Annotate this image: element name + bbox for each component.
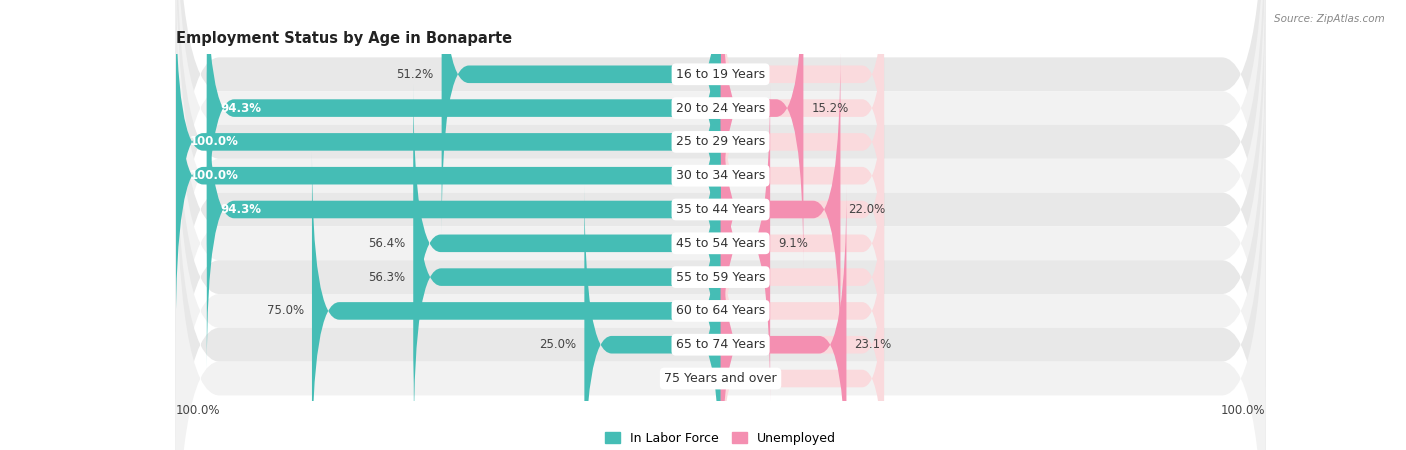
Text: 25 to 29 Years: 25 to 29 Years <box>676 135 765 148</box>
Text: 23.1%: 23.1% <box>855 338 891 351</box>
Text: Employment Status by Age in Bonaparte: Employment Status by Age in Bonaparte <box>176 31 512 46</box>
Text: 100.0%: 100.0% <box>176 404 221 417</box>
FancyBboxPatch shape <box>721 0 803 268</box>
FancyBboxPatch shape <box>721 15 884 268</box>
FancyBboxPatch shape <box>721 83 770 404</box>
Text: 0.0%: 0.0% <box>728 372 758 385</box>
FancyBboxPatch shape <box>176 91 1265 450</box>
FancyBboxPatch shape <box>721 0 884 234</box>
Text: 22.0%: 22.0% <box>849 203 886 216</box>
FancyBboxPatch shape <box>721 184 884 437</box>
FancyBboxPatch shape <box>721 83 884 336</box>
FancyBboxPatch shape <box>176 125 1265 450</box>
FancyBboxPatch shape <box>721 49 884 302</box>
FancyBboxPatch shape <box>721 117 884 370</box>
FancyBboxPatch shape <box>176 0 1265 429</box>
FancyBboxPatch shape <box>176 23 1265 450</box>
Text: 20 to 24 Years: 20 to 24 Years <box>676 102 765 115</box>
FancyBboxPatch shape <box>721 0 884 201</box>
FancyBboxPatch shape <box>176 0 1265 396</box>
Text: 25.0%: 25.0% <box>538 338 576 351</box>
Text: 9.1%: 9.1% <box>779 237 808 250</box>
Text: 75.0%: 75.0% <box>267 304 304 317</box>
FancyBboxPatch shape <box>413 83 721 404</box>
FancyBboxPatch shape <box>176 15 721 336</box>
FancyBboxPatch shape <box>176 0 1265 362</box>
FancyBboxPatch shape <box>176 58 1265 450</box>
Text: 0.0%: 0.0% <box>681 372 710 385</box>
Text: 100.0%: 100.0% <box>190 169 238 182</box>
FancyBboxPatch shape <box>176 0 1265 450</box>
FancyBboxPatch shape <box>207 49 721 370</box>
Text: 0.0%: 0.0% <box>728 68 758 81</box>
Text: 35 to 44 Years: 35 to 44 Years <box>676 203 765 216</box>
Text: 15.2%: 15.2% <box>811 102 849 115</box>
Text: 94.3%: 94.3% <box>221 102 262 115</box>
Text: 0.0%: 0.0% <box>728 135 758 148</box>
Text: 0.0%: 0.0% <box>728 304 758 317</box>
FancyBboxPatch shape <box>413 117 721 437</box>
FancyBboxPatch shape <box>721 151 884 404</box>
FancyBboxPatch shape <box>721 218 884 450</box>
Text: 56.4%: 56.4% <box>368 237 405 250</box>
Text: 51.2%: 51.2% <box>396 68 433 81</box>
FancyBboxPatch shape <box>176 0 1265 328</box>
Text: 65 to 74 Years: 65 to 74 Years <box>676 338 765 351</box>
FancyBboxPatch shape <box>441 0 721 234</box>
Text: 100.0%: 100.0% <box>190 135 238 148</box>
Text: 55 to 59 Years: 55 to 59 Years <box>676 270 765 284</box>
FancyBboxPatch shape <box>207 0 721 268</box>
FancyBboxPatch shape <box>721 49 841 370</box>
FancyBboxPatch shape <box>585 184 721 450</box>
Text: 30 to 34 Years: 30 to 34 Years <box>676 169 765 182</box>
FancyBboxPatch shape <box>721 252 884 450</box>
Text: 45 to 54 Years: 45 to 54 Years <box>676 237 765 250</box>
Text: Source: ZipAtlas.com: Source: ZipAtlas.com <box>1274 14 1385 23</box>
FancyBboxPatch shape <box>312 151 721 450</box>
Text: 100.0%: 100.0% <box>1220 404 1265 417</box>
FancyBboxPatch shape <box>176 0 721 302</box>
Text: 16 to 19 Years: 16 to 19 Years <box>676 68 765 81</box>
FancyBboxPatch shape <box>721 184 846 450</box>
Legend: In Labor Force, Unemployed: In Labor Force, Unemployed <box>600 427 841 450</box>
FancyBboxPatch shape <box>176 0 1265 450</box>
Text: 94.3%: 94.3% <box>221 203 262 216</box>
Text: 75 Years and over: 75 Years and over <box>664 372 778 385</box>
Text: 56.3%: 56.3% <box>368 270 406 284</box>
Text: 60 to 64 Years: 60 to 64 Years <box>676 304 765 317</box>
Text: 0.0%: 0.0% <box>728 169 758 182</box>
Text: 0.0%: 0.0% <box>728 270 758 284</box>
